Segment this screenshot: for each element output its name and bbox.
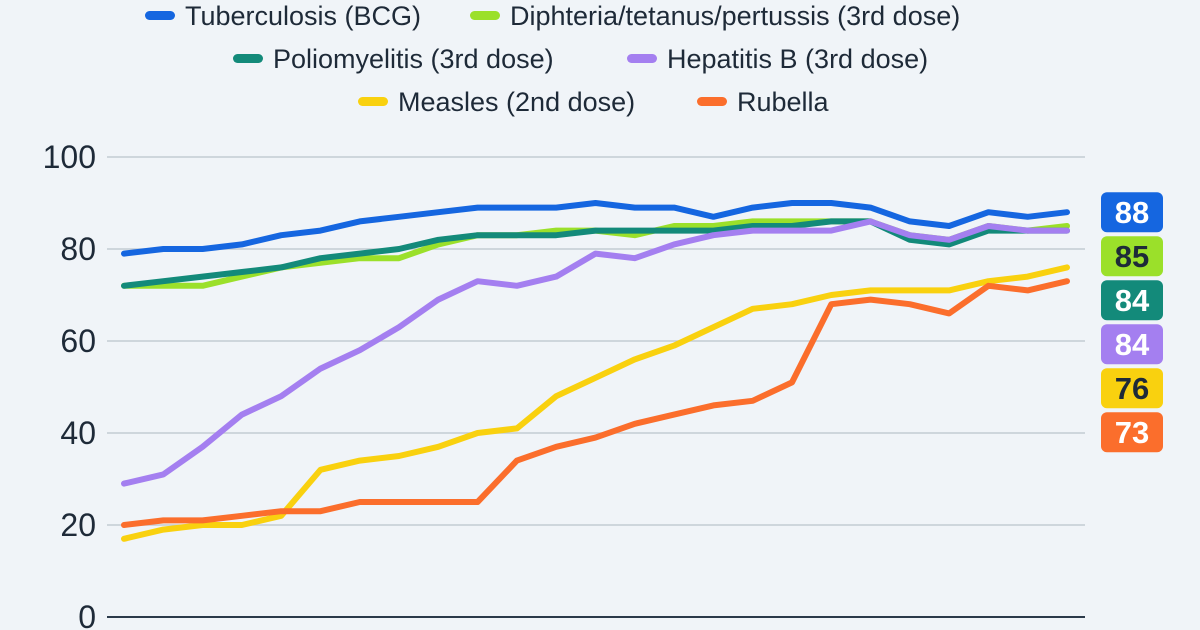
legend-label-rubella: Rubella — [737, 87, 830, 117]
legend-swatch-measles — [358, 97, 388, 106]
legend-label-measles: Measles (2nd dose) — [398, 87, 635, 117]
y-tick-label-80: 80 — [60, 231, 96, 267]
legend-item-diphteria[interactable]: Diphteria/tetanus/pertussis (3rd dose) — [470, 1, 960, 31]
legend-label-tuberculosis: Tuberculosis (BCG) — [185, 1, 421, 31]
end-label-5: 73 — [1101, 412, 1163, 453]
legend-swatch-diphteria — [470, 11, 500, 20]
legend-item-poliomyelitis[interactable]: Poliomyelitis (3rd dose) — [233, 44, 554, 74]
legend-swatch-hepatitis-b — [627, 54, 657, 63]
end-label-box-4 — [1101, 368, 1163, 409]
legend-item-rubella[interactable]: Rubella — [697, 87, 830, 117]
end-label-1: 85 — [1101, 236, 1163, 277]
end-label-value-1: 85 — [1115, 239, 1149, 274]
legend-label-hepatitis-b: Hepatitis B (3rd dose) — [667, 44, 928, 74]
end-label-value-2: 84 — [1115, 283, 1150, 318]
y-tick-label-60: 60 — [60, 323, 96, 359]
legend-item-tuberculosis[interactable]: Tuberculosis (BCG) — [145, 1, 421, 31]
series-line-0[interactable] — [121, 200, 1070, 257]
end-label-box-5 — [1101, 412, 1163, 453]
end-label-2: 84 — [1101, 280, 1163, 321]
y-tick-label-0: 0 — [78, 599, 96, 630]
series-line-5[interactable] — [121, 278, 1070, 528]
end-label-value-5: 73 — [1115, 415, 1149, 450]
end-label-box-0 — [1101, 192, 1163, 233]
end-label-value-0: 88 — [1115, 195, 1149, 230]
end-value-labels: 88 85 84 84 76 73 — [1101, 192, 1163, 453]
end-label-3: 84 — [1101, 324, 1163, 365]
end-label-box-2 — [1101, 280, 1163, 321]
legend-swatch-rubella — [697, 97, 727, 106]
gridlines — [107, 156, 1085, 618]
y-tick-label-40: 40 — [60, 415, 96, 451]
end-label-value-4: 76 — [1115, 371, 1149, 406]
y-axis-ticks: 0 20 40 60 80 100 — [43, 139, 96, 630]
end-label-0: 88 — [1101, 192, 1163, 233]
legend: Tuberculosis (BCG) Diphteria/tetanus/per… — [145, 1, 960, 117]
legend-item-measles[interactable]: Measles (2nd dose) — [358, 87, 635, 117]
end-label-4: 76 — [1101, 368, 1163, 409]
legend-swatch-tuberculosis — [145, 11, 175, 20]
end-label-box-1 — [1101, 236, 1163, 277]
legend-label-poliomyelitis: Poliomyelitis (3rd dose) — [273, 44, 554, 74]
end-label-box-3 — [1101, 324, 1163, 365]
series-lines — [121, 200, 1070, 542]
y-tick-label-20: 20 — [60, 507, 96, 543]
y-tick-label-100: 100 — [43, 139, 96, 175]
legend-item-hepatitis-b[interactable]: Hepatitis B (3rd dose) — [627, 44, 928, 74]
legend-swatch-poliomyelitis — [233, 54, 263, 63]
legend-label-diphteria: Diphteria/tetanus/pertussis (3rd dose) — [510, 1, 960, 31]
series-line-2[interactable] — [121, 218, 1070, 289]
series-line-4[interactable] — [121, 264, 1070, 542]
end-label-value-3: 84 — [1115, 327, 1150, 362]
series-line-3[interactable] — [121, 218, 1070, 487]
